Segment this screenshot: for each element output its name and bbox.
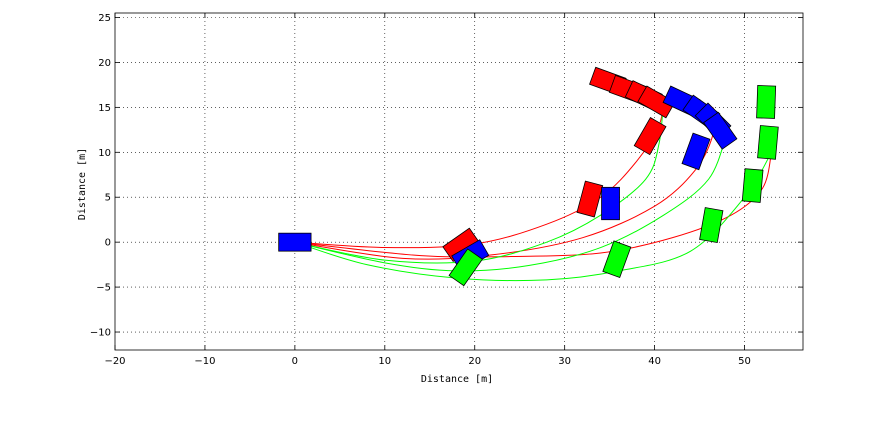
vehicle-green [699,207,724,244]
x-tick-label: 20 [468,356,481,367]
vehicle-green [741,168,764,203]
vehicle-red [637,85,676,119]
y-tick-labels: −10 −5 0 5 10 15 20 25 [90,13,111,339]
vehicle-green [757,125,779,160]
plot-background [115,13,803,350]
vehicle-blue [278,232,312,252]
plot-frame [114,12,804,351]
vehicle-blue [681,132,711,171]
x-tick-labels: −20 −10 0 10 20 30 40 50 [104,356,750,367]
vehicle-red [633,117,667,156]
x-axis-label: Distance [m] [421,374,493,385]
y-axis-label: Distance [m] [77,148,88,220]
y-tick-label: 25 [98,13,111,24]
y-tick-label: −5 [96,283,111,294]
vehicle-green [756,85,777,119]
y-tick-label: 0 [105,238,111,249]
vehicle-blue [601,186,620,221]
x-tick-label: 10 [378,356,391,367]
y-tick-label: 15 [98,103,111,114]
y-tick-label: 20 [98,58,111,69]
vehicle-blue [703,111,738,150]
x-tick-label: 50 [738,356,751,367]
vehicle-green [602,240,632,279]
trajectory-line-green [294,134,728,272]
trajectory-line-green [294,98,665,264]
x-tick-label: −20 [104,356,125,367]
x-tick-label: 40 [648,356,661,367]
vehicle-markers [278,66,779,287]
x-tick-label: −10 [194,356,215,367]
vehicle-green [448,248,483,287]
y-tick-label: 5 [105,193,111,204]
x-tick-label: 30 [558,356,571,367]
y-tick-label: 10 [98,148,111,159]
vehicle-red [576,180,604,218]
x-tick-label: 0 [292,356,298,367]
y-tick-label: −10 [90,328,111,339]
trajectory-line-green [294,152,772,282]
tick-marks [114,13,803,350]
trajectory-line-red [294,107,715,260]
